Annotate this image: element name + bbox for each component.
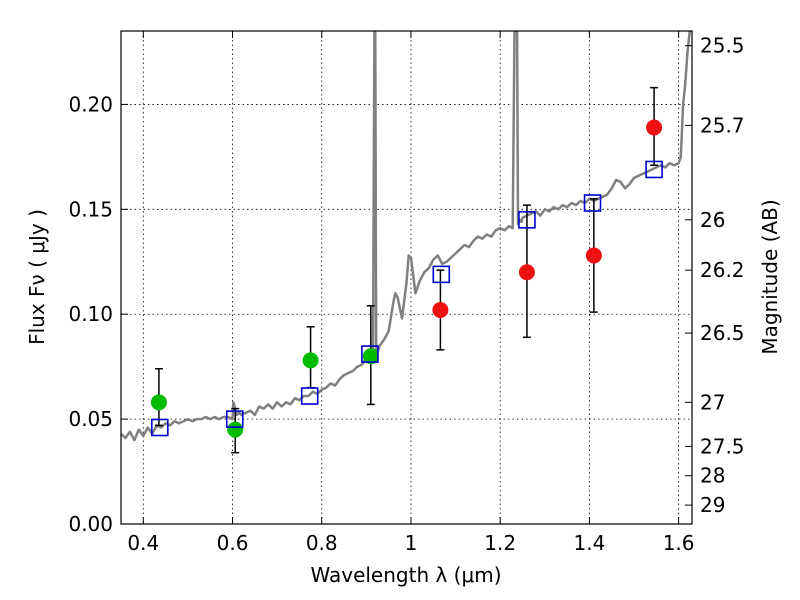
- model-spectrum: [121, 31, 692, 442]
- x-tick-label: 1: [405, 531, 418, 555]
- right-tick-label: 29: [700, 493, 725, 517]
- y-tick-label: 0.15: [68, 197, 113, 221]
- model-square-point: [151, 418, 169, 437]
- right-tick-label: 26: [700, 208, 725, 232]
- right-tick-label: 27: [700, 390, 725, 414]
- red-data-point: [518, 264, 535, 281]
- green-data-point: [227, 421, 244, 438]
- y-axis-label: Flux Fν ( μJy ): [25, 209, 49, 345]
- model-square-point: [225, 410, 244, 428]
- x-axis-label: Wavelength λ (μm): [310, 563, 501, 587]
- model-square-point: [432, 265, 451, 284]
- green-data-point: [302, 352, 319, 369]
- green-data-point: [150, 394, 167, 411]
- right-tick-label: 27.5: [700, 434, 745, 458]
- model-square-point: [645, 160, 663, 179]
- right-tick-label: 28: [700, 464, 725, 488]
- grid-lines: [121, 31, 692, 524]
- axis-ticks: 0.4 0.6 0.8 1 1.2 1.4 1.6 0.00 0.05 0.10 0.15 0.20 2…: [68, 31, 745, 555]
- right-axis-label: Magnitude (AB): [758, 199, 782, 354]
- model-square-point: [300, 387, 319, 405]
- red-data-point: [646, 119, 663, 136]
- x-tick-label: 0.6: [217, 531, 249, 555]
- red-data-point: [432, 302, 449, 319]
- plot-frame: [120, 30, 693, 525]
- y-tick-label: 0.20: [68, 92, 113, 116]
- y-tick-label: 0.10: [68, 302, 113, 326]
- red-data-point: [585, 247, 602, 264]
- y-tick-label: 0.00: [68, 512, 113, 536]
- spectrum-line: [121, 31, 692, 442]
- right-tick-label: 25.5: [700, 34, 745, 58]
- data-markers: [150, 119, 663, 438]
- model-square-point: [518, 211, 536, 229]
- right-tick-label: 26.5: [700, 321, 745, 345]
- right-tick-label: 26.2: [700, 258, 745, 282]
- model-square-point: [583, 194, 602, 212]
- y-tick-label: 0.05: [68, 407, 113, 431]
- x-tick-label: 0.8: [306, 531, 338, 555]
- model-square-point: [361, 345, 379, 363]
- x-tick-label: 0.4: [127, 531, 159, 555]
- x-tick-label: 1.4: [573, 531, 605, 555]
- green-data-point: [362, 348, 379, 365]
- x-tick-label: 1.6: [663, 531, 695, 555]
- right-tick-label: 25.7: [700, 113, 745, 137]
- x-tick-label: 1.2: [484, 531, 516, 555]
